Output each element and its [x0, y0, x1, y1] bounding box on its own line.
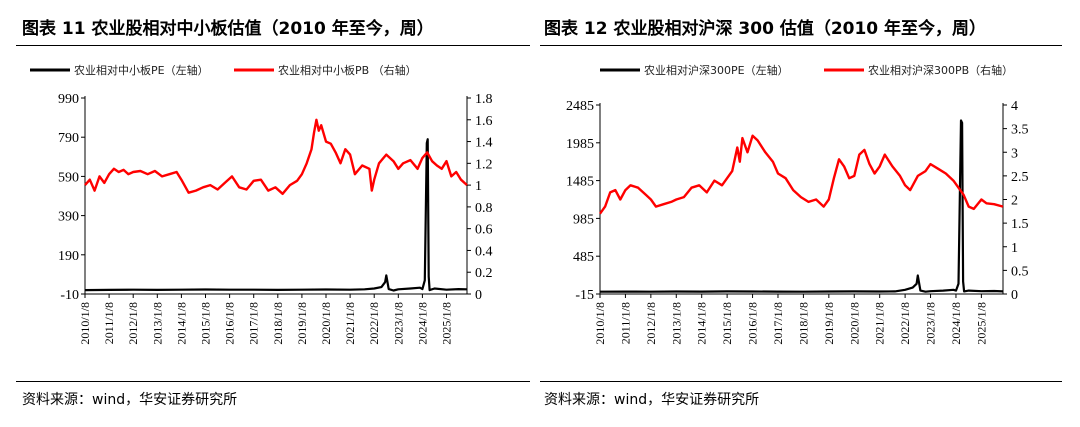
- x-tick-label: 2023/1/8: [924, 302, 938, 345]
- right-tick-label: 3.5: [1011, 123, 1029, 138]
- x-tick-label: 2013/1/8: [669, 302, 683, 345]
- x-tick-label: 2018/1/8: [796, 302, 810, 345]
- x-tick-label: 2015/1/8: [720, 302, 734, 345]
- chart-title: 图表 11 农业股相对中小板估值（2010 年至今，周）: [22, 19, 434, 39]
- left-tick-label: 1985: [566, 137, 594, 152]
- left-tick-label: -15: [575, 288, 594, 303]
- x-tick-label: 2020/1/8: [319, 302, 333, 345]
- legend: 农业相对沪深300PE（左轴） 农业相对沪深300PB（右轴）: [600, 63, 1013, 77]
- chart-panel-right: 图表 12 农业股相对沪深 300 估值（2010 年至今，周） 农业相对沪深3…: [540, 0, 1080, 427]
- right-tick-label: 1.6: [475, 114, 493, 129]
- right-tick-label: 1.4: [475, 136, 493, 151]
- right-tick-label: 0.6: [475, 223, 493, 238]
- source-rule: [540, 381, 1062, 382]
- x-tick-label: 2018/1/8: [271, 302, 285, 345]
- x-tick-label: 2011/1/8: [102, 302, 116, 344]
- x-tick-label: 2024/1/8: [949, 302, 963, 345]
- x-tick-label: 2021/1/8: [873, 302, 887, 345]
- x-tick-label: 2017/1/8: [771, 302, 785, 345]
- pb-series-line: [84, 118, 468, 196]
- pe-series-line: [84, 138, 468, 292]
- right-tick-label: 1.5: [1011, 217, 1029, 232]
- right-tick-label: 0.2: [475, 266, 493, 281]
- x-tick-label: 2015/1/8: [199, 302, 213, 345]
- x-tick-label: 2011/1/8: [618, 302, 632, 344]
- left-tick-label: 590: [58, 170, 79, 185]
- left-tick-label: 390: [58, 210, 79, 225]
- right-tick-label: 0.4: [475, 244, 493, 259]
- x-tick-label: 2023/1/8: [391, 302, 405, 345]
- legend-label: 农业相对沪深300PE（左轴）: [644, 63, 789, 77]
- x-tick-label: 2019/1/8: [822, 302, 836, 345]
- legend-label: 农业相对中小板PB （右轴）: [278, 63, 417, 77]
- source-rule: [16, 381, 530, 382]
- right-tick-label: 4: [1011, 99, 1018, 114]
- x-tick-label: 2013/1/8: [150, 302, 164, 345]
- right-tick-label: 3: [1011, 146, 1018, 161]
- left-tick-label: 985: [573, 212, 594, 227]
- chart-left: 农业相对中小板PE（左轴） 农业相对中小板PB （右轴） 990 790 590 390 1…: [30, 63, 493, 345]
- x-tick-label: 2016/1/8: [223, 302, 237, 345]
- x-tick-label: 2025/1/8: [440, 302, 454, 345]
- legend-label: 农业相对沪深300PB（右轴）: [868, 63, 1013, 77]
- x-tick-label: 2021/1/8: [343, 302, 357, 345]
- right-tick-label: 0: [475, 288, 482, 303]
- x-tick-label: 2022/1/8: [367, 302, 381, 345]
- x-tick-label: 2010/1/8: [593, 302, 607, 345]
- left-tick-label: -10: [60, 288, 79, 303]
- right-tick-label: 2.5: [1011, 170, 1029, 185]
- right-tick-label: 1: [1011, 241, 1018, 256]
- x-tick-label: 2024/1/8: [415, 302, 429, 345]
- left-tick-label: 790: [58, 131, 79, 146]
- x-tick-label: 2014/1/8: [695, 302, 709, 345]
- source-note: 资料来源：wind，华安证券研究所: [544, 392, 760, 408]
- x-tick-label: 2012/1/8: [126, 302, 140, 345]
- pb-series-line: [599, 134, 1004, 215]
- left-tick-label: 1485: [566, 175, 594, 190]
- right-tick-label: 1.2: [475, 157, 493, 172]
- title-rule: [540, 45, 1062, 46]
- x-tick-label: 2017/1/8: [247, 302, 261, 345]
- left-tick-label: 2485: [566, 99, 594, 114]
- right-tick-label: 1.8: [475, 92, 493, 107]
- legend-label: 农业相对中小板PE（左轴）: [74, 63, 209, 77]
- legend: 农业相对中小板PE（左轴） 农业相对中小板PB （右轴）: [30, 63, 417, 77]
- x-tick-label: 2025/1/8: [974, 302, 988, 345]
- title-rule: [16, 45, 530, 46]
- right-tick-label: 0.8: [475, 201, 493, 216]
- x-tick-label: 2022/1/8: [898, 302, 912, 345]
- right-tick-label: 2: [1011, 194, 1018, 209]
- left-tick-label: 990: [58, 92, 79, 107]
- x-tick-label: 2010/1/8: [78, 302, 92, 345]
- x-tick-label: 2014/1/8: [174, 302, 188, 345]
- x-tick-label: 2016/1/8: [746, 302, 760, 345]
- x-tick-label: 2020/1/8: [847, 302, 861, 345]
- right-tick-label: 0: [1011, 288, 1018, 303]
- chart-panel-left: 图表 11 农业股相对中小板估值（2010 年至今，周） 农业相对中小板PE（左…: [16, 19, 530, 408]
- right-tick-label: 1: [475, 179, 482, 194]
- right-tick-label: 0.5: [1011, 264, 1029, 279]
- pe-series-line: [599, 119, 1004, 293]
- left-tick-label: 190: [58, 249, 79, 264]
- source-note: 资料来源：wind，华安证券研究所: [22, 392, 238, 408]
- chart-right: 农业相对沪深300PE（左轴） 农业相对沪深300PB（右轴）2485198514…: [566, 63, 1029, 345]
- chart-title: 图表 12 农业股相对沪深 300 估值（2010 年至今，周）: [544, 19, 987, 39]
- x-tick-label: 2012/1/8: [644, 302, 658, 345]
- left-tick-label: 485: [573, 250, 594, 265]
- x-tick-label: 2019/1/8: [295, 302, 309, 345]
